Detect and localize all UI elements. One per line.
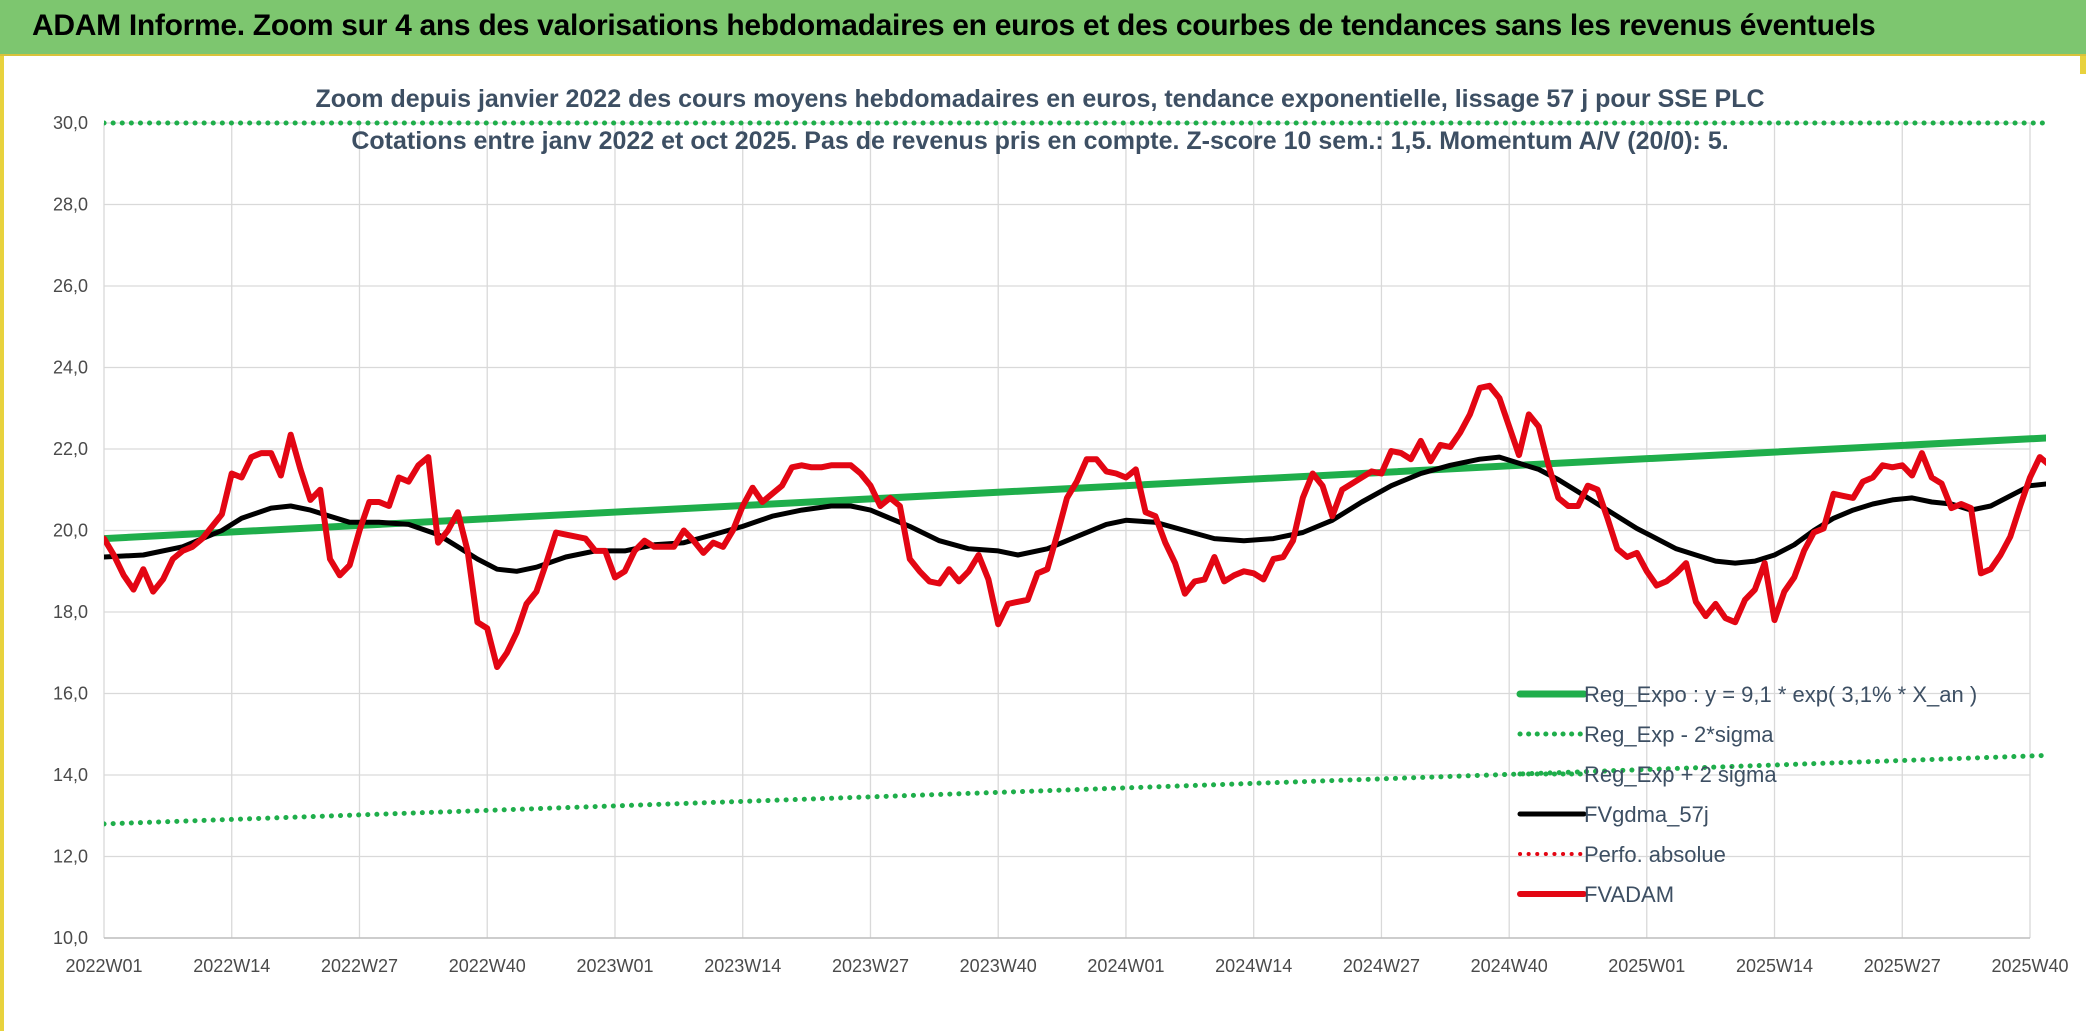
x-tick-label: 2022W40 (449, 956, 526, 976)
x-tick-label: 2025W01 (1608, 956, 1685, 976)
legend-label-3: FVgdma_57j (1584, 802, 1709, 827)
chart-subtitle: Cotations entre janv 2022 et oct 2025. P… (351, 127, 1728, 155)
x-tick-label: 2022W14 (193, 956, 270, 976)
x-tick-label: 2025W27 (1864, 956, 1941, 976)
y-tick-label: 30,0 (53, 113, 88, 133)
x-tick-label: 2025W14 (1736, 956, 1813, 976)
y-tick-label: 24,0 (53, 358, 88, 378)
y-tick-label: 18,0 (53, 602, 88, 622)
chart-axes: 10,0 12,0 14,0 16,0 18,0 20,0 22,0 24,0 26,0 28,0… (53, 113, 2069, 976)
chart-series (104, 120, 2046, 827)
y-tick-label: 28,0 (53, 195, 88, 215)
frame-accent-left (0, 56, 4, 1031)
x-tick-label: 2024W40 (1471, 956, 1548, 976)
x-tick-label: 2023W27 (832, 956, 909, 976)
chart-legend: Reg_Expo : y = 9,1 * exp( 3,1% * X_an ) R… (1516, 682, 1977, 907)
y-tick-label: 14,0 (53, 765, 88, 785)
x-tick-label: 2024W27 (1343, 956, 1420, 976)
y-tick-label: 20,0 (53, 521, 88, 541)
line-chart: 10,0 12,0 14,0 16,0 18,0 20,0 22,0 24,0 26,0 28,0… (53, 85, 2069, 976)
legend-label-2: Reg_Exp + 2 sigma (1584, 762, 1777, 787)
legend-label-4: Perfo. absolue (1584, 842, 1726, 867)
series-line-0 (104, 434, 2046, 543)
legend-label-5: FVADAM (1584, 882, 1674, 907)
x-tick-label: 2022W01 (65, 956, 142, 976)
x-tick-label: 2024W01 (1087, 956, 1164, 976)
x-tick-label: 2024W14 (1215, 956, 1292, 976)
frame-accent-right (2080, 56, 2086, 74)
report-banner: ADAM Informe. Zoom sur 4 ans des valoris… (0, 0, 2086, 56)
y-tick-label: 12,0 (53, 847, 88, 867)
y-tick-label: 26,0 (53, 276, 88, 296)
y-tick-label: 22,0 (53, 439, 88, 459)
series-line-5 (104, 382, 2046, 670)
x-tick-label: 2023W14 (704, 956, 781, 976)
x-tick-label: 2023W40 (960, 956, 1037, 976)
x-tick-label: 2023W01 (576, 956, 653, 976)
y-tick-label: 16,0 (53, 684, 88, 704)
legend-label-0: Reg_Expo : y = 9,1 * exp( 3,1% * X_an ) (1584, 682, 1977, 707)
chart-grid (103, 122, 2031, 939)
legend-label-1: Reg_Exp - 2*sigma (1584, 722, 1774, 747)
x-tick-label: 2025W40 (1991, 956, 2068, 976)
x-tick-label: 2022W27 (321, 956, 398, 976)
y-tick-label: 10,0 (53, 928, 88, 948)
series-line-1 (104, 752, 2046, 827)
chart-title: Zoom depuis janvier 2022 des cours moyen… (315, 85, 1764, 113)
report-title: ADAM Informe. Zoom sur 4 ans des valoris… (32, 9, 1876, 42)
